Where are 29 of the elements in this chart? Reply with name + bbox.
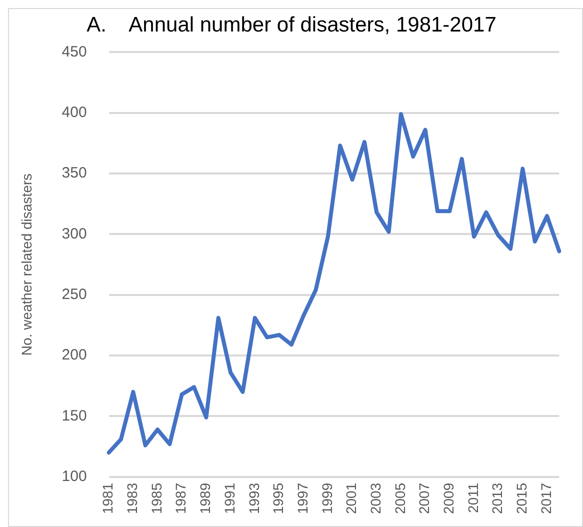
x-tick-label: 1987 (172, 482, 189, 514)
y-tick-label: 450 (62, 43, 87, 60)
y-tick-label: 400 (62, 104, 87, 122)
x-tick-label: 1999 (318, 482, 335, 514)
y-tick-label: 100 (62, 468, 87, 485)
x-tick-label: 1997 (294, 482, 310, 514)
y-tick-label: 200 (62, 346, 87, 364)
chart-title: A. Annual number of disasters, 1981-2017 (86, 13, 496, 36)
x-tick-label: 2003 (367, 482, 384, 514)
x-tick-label: 2013 (489, 482, 506, 514)
y-tick-label: 300 (62, 225, 87, 242)
x-tick-label: 1989 (197, 482, 214, 514)
x-tick-label: 2015 (514, 482, 530, 514)
x-tick-label: 2017 (538, 482, 554, 514)
x-tick-label: 2001 (343, 482, 360, 514)
y-tick-label: 150 (62, 407, 87, 424)
y-axis-title: No. weather related disasters (18, 173, 34, 356)
x-tick-label: 1995 (270, 482, 286, 514)
y-tick-label: 350 (62, 164, 87, 182)
x-tick-label: 2005 (392, 482, 408, 514)
x-tick-label: 1991 (221, 482, 238, 514)
x-tick-label: 1993 (246, 482, 262, 514)
x-tick-label: 2007 (416, 482, 432, 514)
x-tick-label: 1981 (100, 482, 116, 514)
x-tick-label: 2011 (464, 482, 481, 513)
x-tick-label: 1985 (148, 482, 164, 514)
x-tick-label: 1983 (124, 482, 140, 514)
y-tick-label: 250 (62, 286, 87, 303)
x-tick-label: 2009 (440, 482, 457, 514)
